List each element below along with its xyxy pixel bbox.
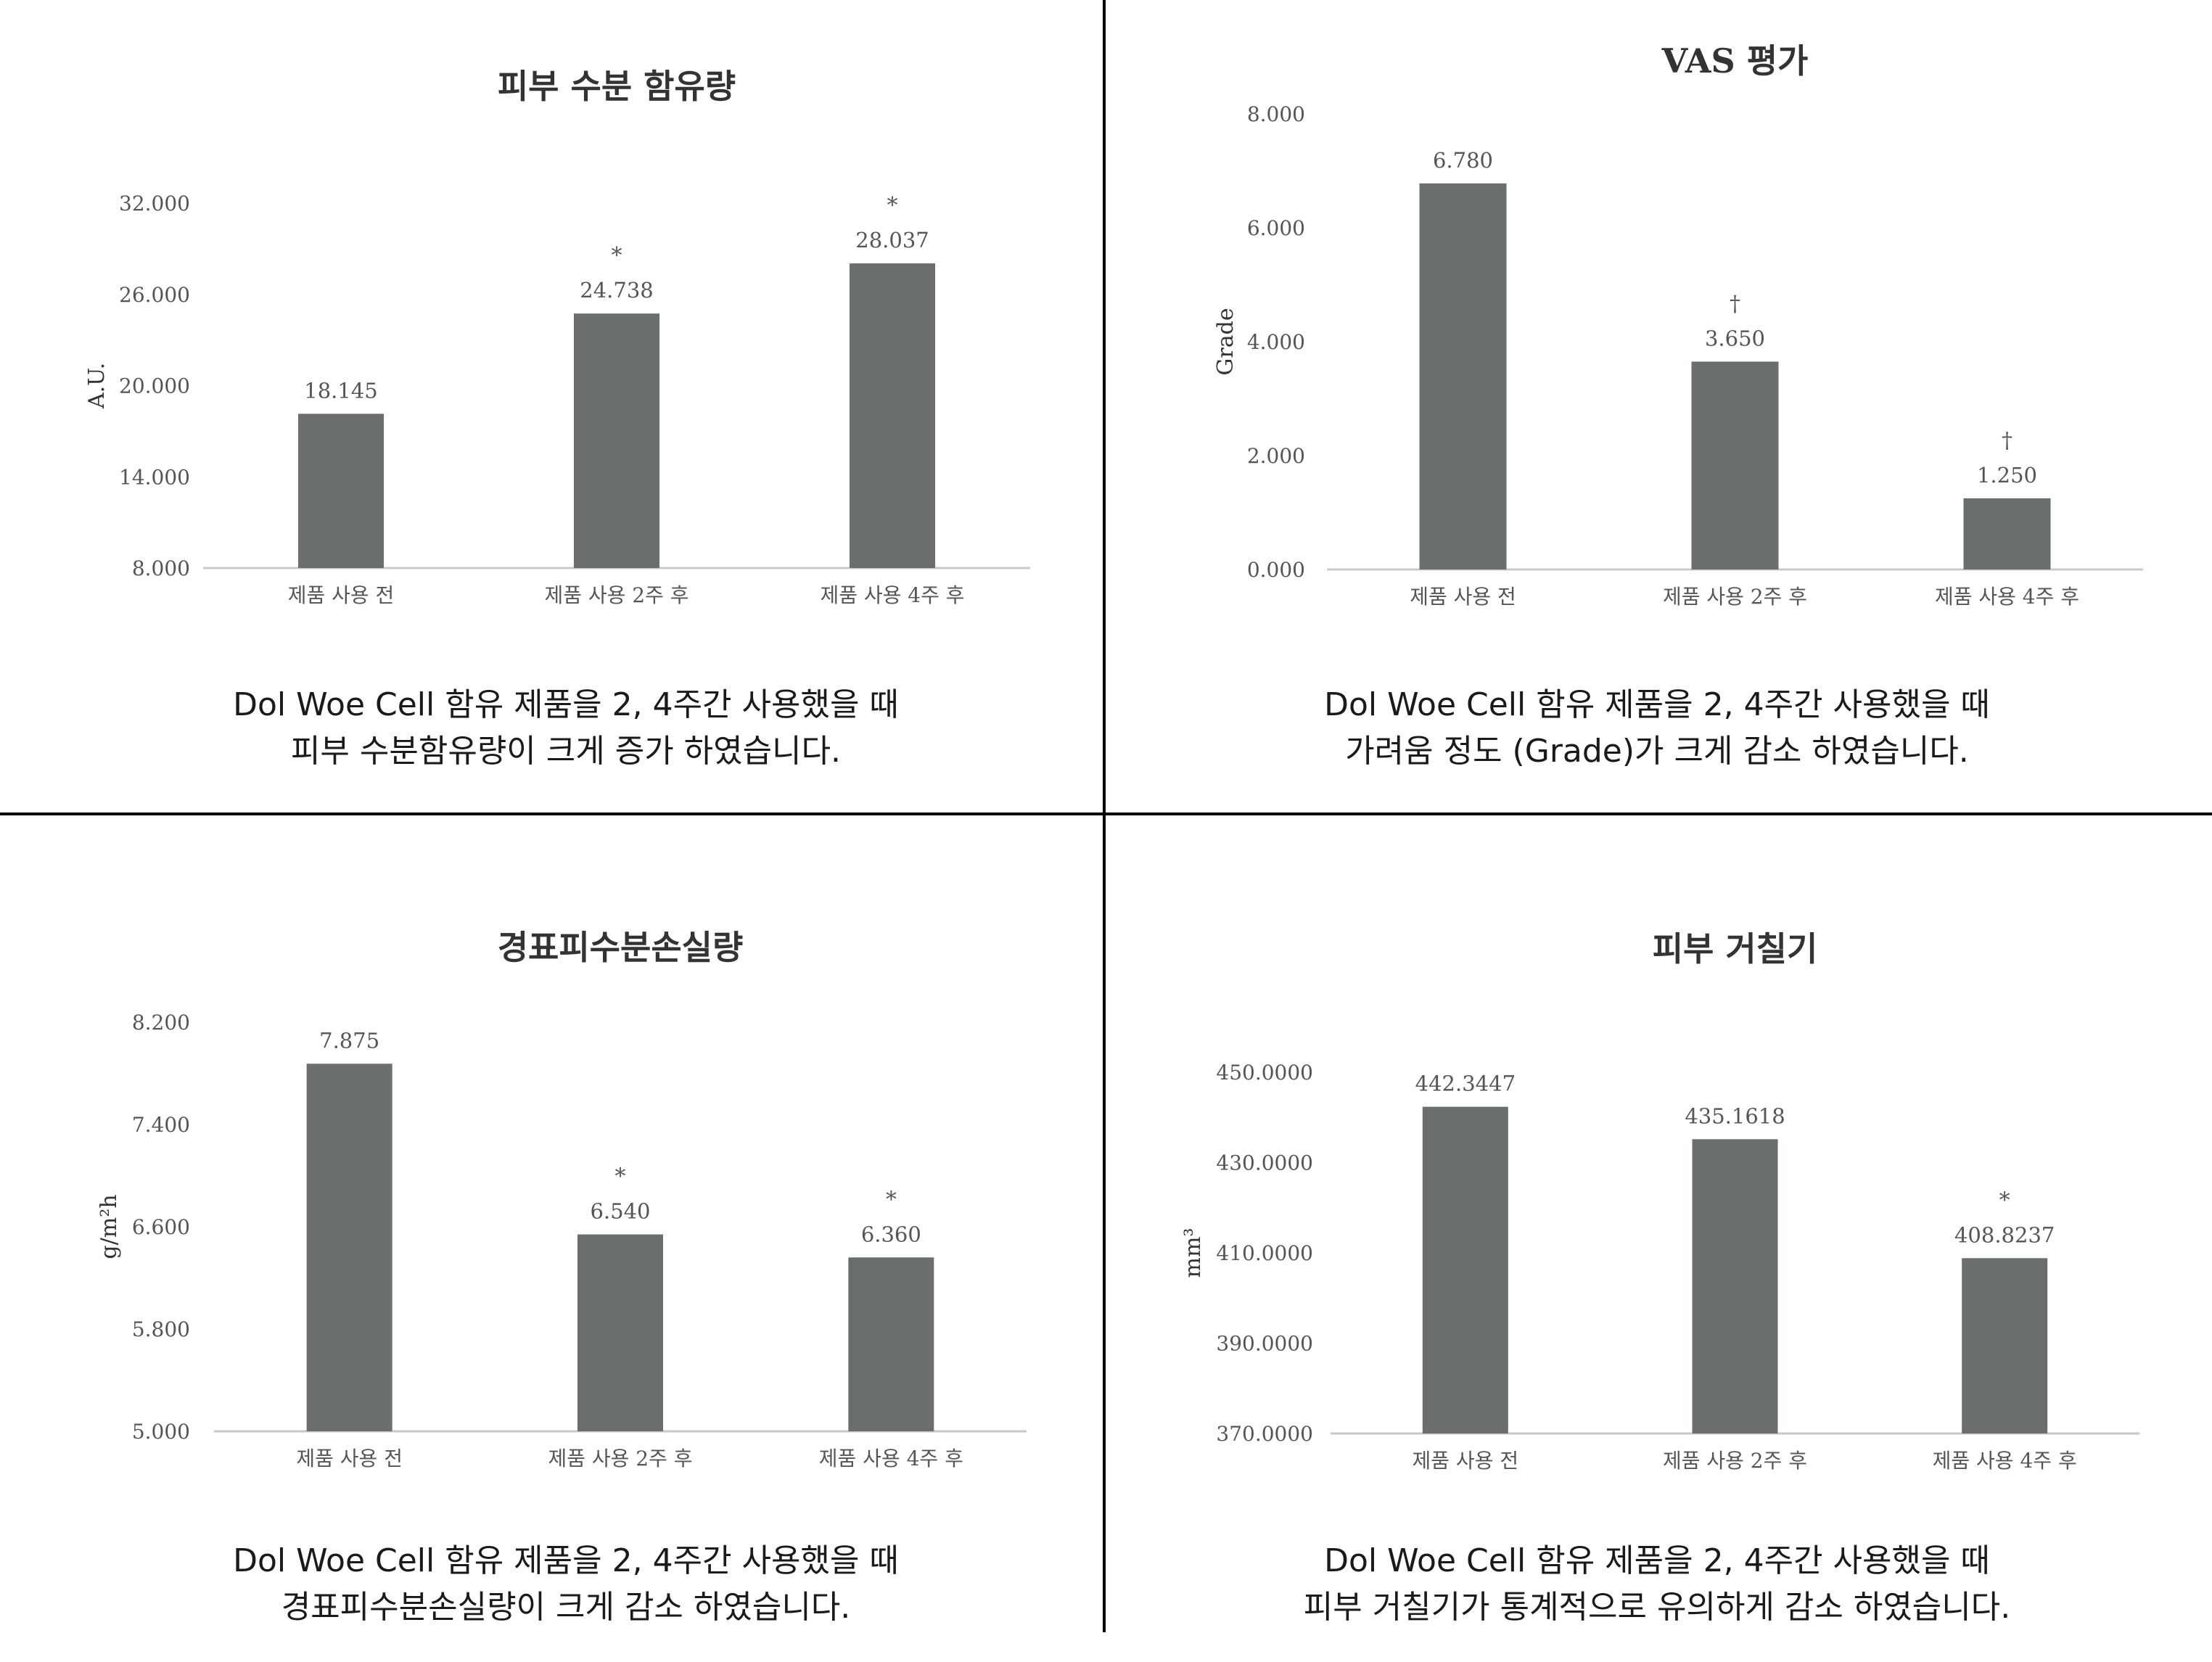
- caption-hydration: Dol Woe Cell 함유 제품을 2, 4주간 사용했을 때 피부 수분함…: [44, 682, 1088, 775]
- y-tick-label: 430.0000: [1216, 1151, 1313, 1175]
- significance-marker: *: [615, 1164, 626, 1190]
- bar: [1422, 1106, 1508, 1433]
- chart-panel-hydration: 피부 수분 함유량 8.000 14.000 20.000 26.000 32.000 A.…: [0, 0, 1103, 813]
- chart-title: VAS 평가: [1661, 41, 1809, 81]
- x-tick-label: 제품 사용 2주 후: [544, 583, 688, 607]
- x-tick-label: 제품 사용 전: [288, 583, 395, 607]
- x-tick-label: 제품 사용 4주 후: [819, 1447, 963, 1470]
- y-tick-label: 0.000: [1247, 558, 1305, 582]
- x-tick-label: 제품 사용 4주 후: [820, 583, 964, 607]
- vertical-divider: [1103, 0, 1106, 1632]
- data-label: 28.037: [855, 228, 929, 252]
- x-tick-label: 제품 사용 전: [1410, 585, 1516, 609]
- caption-line-2: 경표피수분손실량이 크게 감소 하였습니다.: [281, 1589, 851, 1626]
- y-tick-label: 6.600: [132, 1215, 190, 1239]
- y-tick-label: 6.000: [1247, 216, 1305, 240]
- significance-marker: *: [886, 1187, 897, 1212]
- y-tick-label: 2.000: [1247, 444, 1305, 468]
- bar: [1962, 1258, 2048, 1433]
- vas-bar-chart: VAS 평가 0.000 2.000 4.000 6.000 8.000 Grade 6.78…: [1213, 41, 2143, 609]
- horizontal-divider: [0, 813, 2212, 815]
- caption-line-1: Dol Woe Cell 함유 제품을 2, 4주간 사용했을 때: [233, 686, 899, 723]
- caption-line-2: 피부 거칠기가 통계적으로 유의하게 감소 하였습니다.: [1303, 1589, 2011, 1626]
- y-tick-label: 8.000: [1247, 102, 1305, 126]
- caption-line-2: 가려움 정도 (Grade)가 크게 감소 하였습니다.: [1345, 733, 1969, 770]
- y-tick-label: 7.400: [132, 1113, 190, 1137]
- caption-tewl: Dol Woe Cell 함유 제품을 2, 4주간 사용했을 때 경표피수분손…: [44, 1538, 1088, 1631]
- caption-line-2: 피부 수분함유량이 크게 증가 하였습니다.: [290, 733, 842, 770]
- x-tick-label: 제품 사용 2주 후: [1663, 1449, 1807, 1473]
- tewl-bar-chart: 경표피수분손실량 5.000 5.800 6.600 7.400 8.200 g/m²h 7.…: [96, 928, 1027, 1470]
- y-tick-label: 14.000: [119, 465, 190, 489]
- caption-line-1: Dol Woe Cell 함유 제품을 2, 4주간 사용했을 때: [1324, 686, 1990, 723]
- bar: [1963, 498, 2051, 569]
- data-label: 1.250: [1977, 463, 2037, 488]
- significance-marker: †: [1730, 291, 1740, 316]
- x-tick-label: 제품 사용 4주 후: [1935, 585, 2079, 609]
- chart-title: 피부 거칠기: [1653, 929, 1818, 968]
- y-tick-label: 32.000: [119, 192, 190, 215]
- data-label: 6.540: [590, 1199, 650, 1224]
- bar: [577, 1234, 663, 1431]
- caption-line-1: Dol Woe Cell 함유 제품을 2, 4주간 사용했을 때: [1324, 1542, 1990, 1579]
- x-tick-label: 제품 사용 전: [296, 1447, 403, 1470]
- chart-panel-roughness: 피부 거칠기 370.0000 390.0000 410.0000 430.0000 45…: [1106, 815, 2212, 1632]
- caption-line-1: Dol Woe Cell 함유 제품을 2, 4주간 사용했을 때: [233, 1542, 899, 1579]
- significance-marker: *: [612, 243, 622, 268]
- y-tick-label: 410.0000: [1216, 1241, 1313, 1265]
- data-label: 408.8237: [1954, 1222, 2055, 1247]
- x-tick-label: 제품 사용 4주 후: [1933, 1449, 2077, 1473]
- y-axis-label: A.U.: [84, 363, 110, 409]
- bar: [1419, 183, 1507, 569]
- significance-marker: *: [1999, 1188, 2010, 1213]
- y-tick-label: 450.0000: [1216, 1061, 1313, 1085]
- x-tick-label: 제품 사용 전: [1413, 1449, 1519, 1473]
- data-label: 18.145: [304, 378, 377, 403]
- x-tick-label: 제품 사용 2주 후: [548, 1447, 692, 1470]
- x-tick-label: 제품 사용 2주 후: [1663, 585, 1807, 609]
- y-tick-label: 20.000: [119, 374, 190, 398]
- data-label: 6.780: [1433, 148, 1493, 173]
- data-label: 442.3447: [1415, 1071, 1516, 1096]
- y-axis-label: mm³: [1180, 1228, 1206, 1278]
- data-label: 24.738: [580, 278, 653, 303]
- hydration-bar-chart: 피부 수분 함유량 8.000 14.000 20.000 26.000 32.000 A.…: [84, 67, 1030, 607]
- y-tick-label: 5.000: [132, 1420, 190, 1444]
- chart-panel-tewl: 경표피수분손실량 5.000 5.800 6.600 7.400 8.200 g/m²h 7.…: [0, 815, 1103, 1632]
- chart-title: 피부 수분 함유량: [498, 67, 736, 106]
- caption-roughness: Dol Woe Cell 함유 제품을 2, 4주간 사용했을 때 피부 거칠기…: [1135, 1538, 2179, 1631]
- bar: [1691, 361, 1779, 569]
- bar: [1692, 1139, 1778, 1433]
- y-axis-label: Grade: [1213, 308, 1238, 375]
- y-tick-label: 8.000: [132, 556, 190, 580]
- y-tick-label: 370.0000: [1216, 1422, 1313, 1446]
- chart-title: 경표피수분손실량: [498, 928, 744, 967]
- significance-marker: †: [2002, 428, 2012, 453]
- y-tick-label: 26.000: [119, 283, 190, 307]
- data-label: 7.875: [319, 1028, 379, 1053]
- bar: [850, 263, 935, 568]
- data-label: 3.650: [1705, 326, 1765, 350]
- bar: [298, 414, 384, 568]
- data-label: 435.1618: [1685, 1103, 1785, 1128]
- bar: [306, 1064, 392, 1431]
- chart-panel-vas: VAS 평가 0.000 2.000 4.000 6.000 8.000 Grade 6.78…: [1106, 0, 2212, 813]
- caption-vas: Dol Woe Cell 함유 제품을 2, 4주간 사용했을 때 가려움 정도…: [1135, 682, 2179, 775]
- roughness-bar-chart: 피부 거칠기 370.0000 390.0000 410.0000 430.0000 45…: [1180, 929, 2139, 1473]
- bar: [848, 1257, 934, 1431]
- y-axis-label: g/m²h: [96, 1194, 122, 1259]
- y-tick-label: 5.800: [132, 1317, 190, 1341]
- y-tick-label: 8.200: [132, 1011, 190, 1034]
- bar: [574, 313, 659, 568]
- y-tick-label: 4.000: [1247, 330, 1305, 354]
- y-tick-label: 390.0000: [1216, 1332, 1313, 1356]
- significance-marker: *: [887, 193, 898, 218]
- data-label: 6.360: [861, 1222, 921, 1246]
